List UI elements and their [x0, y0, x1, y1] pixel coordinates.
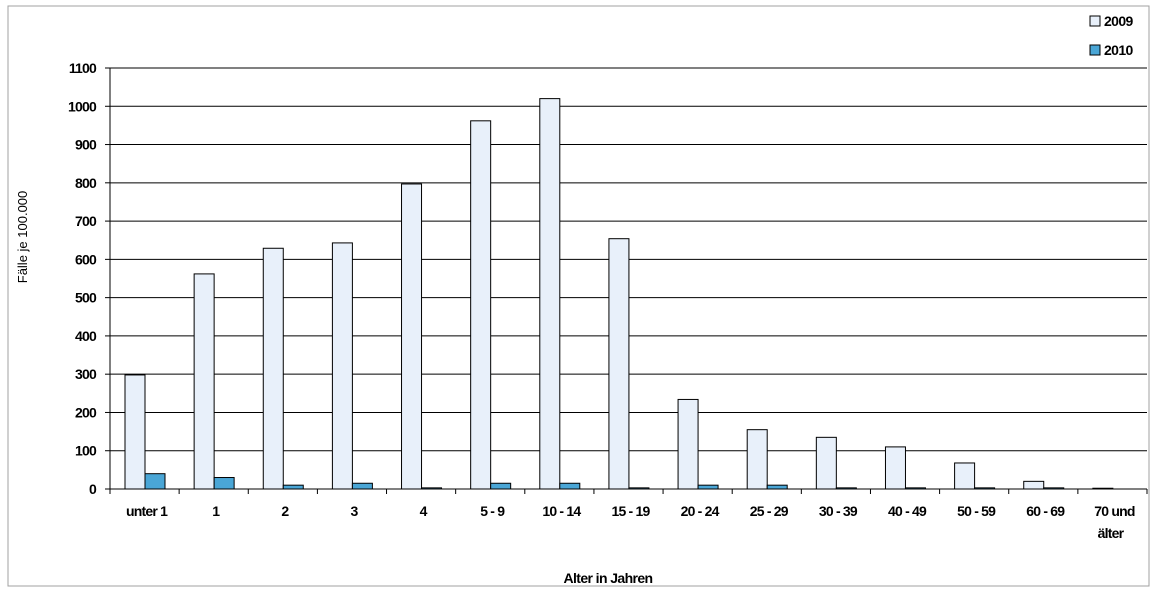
bar-2009-10 — [815, 436, 837, 490]
x-tick-label: 70 und älter — [1094, 503, 1135, 541]
bar-2009-0 — [124, 374, 146, 490]
legend-swatch-2009 — [1089, 15, 1101, 27]
y-tick-label: 0 — [89, 481, 97, 497]
x-axis-title: Alter in Jahren — [563, 570, 652, 586]
bar-2010-2 — [282, 484, 304, 490]
x-tick-label: 1 — [212, 503, 220, 519]
bar-2010-6 — [559, 482, 581, 490]
x-tick-label: 20 - 24 — [681, 503, 720, 519]
y-tick-label: 700 — [75, 213, 97, 229]
legend-label-2010: 2010 — [1104, 42, 1134, 58]
bar-2010-8 — [697, 484, 719, 490]
x-tick-label: 10 - 14 — [542, 503, 581, 519]
x-tick-label: unter 1 — [126, 503, 168, 519]
chart-border — [7, 5, 1150, 587]
bar-2009-2 — [262, 247, 284, 490]
y-axis-title: Fälle je 100.000 — [15, 191, 30, 284]
y-tick-label: 600 — [75, 251, 97, 267]
bar-2009-6 — [539, 98, 561, 490]
y-tick-label: 800 — [75, 175, 97, 191]
x-tick-labels: unter 1 1 2 3 4 5 - 9 10 - 14 15 - 19 20 - 24 25 … — [126, 503, 1136, 541]
x-tick-label: 60 - 69 — [1026, 503, 1065, 519]
bar-2010-9 — [766, 484, 788, 490]
y-tick-label: 1100 — [69, 60, 97, 76]
y-tick-label: 900 — [75, 137, 97, 153]
y-tick-label: 1000 — [68, 98, 97, 114]
bars — [124, 98, 1114, 490]
bar-2009-5 — [470, 120, 492, 490]
x-tick-label: 50 - 59 — [957, 503, 996, 519]
x-tick-label: 4 — [420, 503, 428, 519]
bar-2009-13 — [1023, 480, 1045, 490]
y-tick-label: 500 — [75, 290, 97, 306]
bar-2009-11 — [884, 446, 906, 490]
legend: 2009 2010 — [1089, 13, 1134, 58]
y-tick-label: 400 — [75, 328, 97, 344]
bar-2009-12 — [954, 462, 976, 490]
x-tick-label: 3 — [350, 503, 358, 519]
x-tick-label: 25 - 29 — [750, 503, 789, 519]
bar-2009-8 — [677, 398, 699, 490]
x-tick-label: 2 — [281, 503, 289, 519]
y-tick-labels: 0 100 200 300 400 500 600 700 800 900 1000 1100 — [68, 60, 110, 497]
bar-2009-9 — [746, 429, 768, 490]
y-tick-label: 200 — [75, 404, 97, 420]
x-tick-label: 40 - 49 — [888, 503, 927, 519]
legend-label-2009: 2009 — [1104, 13, 1134, 29]
bar-2010-5 — [490, 482, 512, 490]
bar-2010-3 — [351, 482, 373, 490]
bar-2009-1 — [193, 273, 215, 490]
x-tick-label: 30 - 39 — [819, 503, 858, 519]
y-tick-label: 300 — [75, 366, 97, 382]
axes — [109, 68, 1148, 494]
legend-swatch-2010 — [1089, 44, 1101, 56]
bar-2010-0 — [144, 473, 166, 490]
y-tick-label: 100 — [75, 443, 97, 459]
x-tick-label: 15 - 19 — [612, 503, 651, 519]
x-tick-label: 5 - 9 — [480, 503, 505, 519]
bar-2010-1 — [213, 477, 235, 490]
bar-2009-7 — [608, 238, 630, 490]
bar-2009-3 — [331, 242, 353, 490]
bar-2009-4 — [401, 183, 423, 490]
